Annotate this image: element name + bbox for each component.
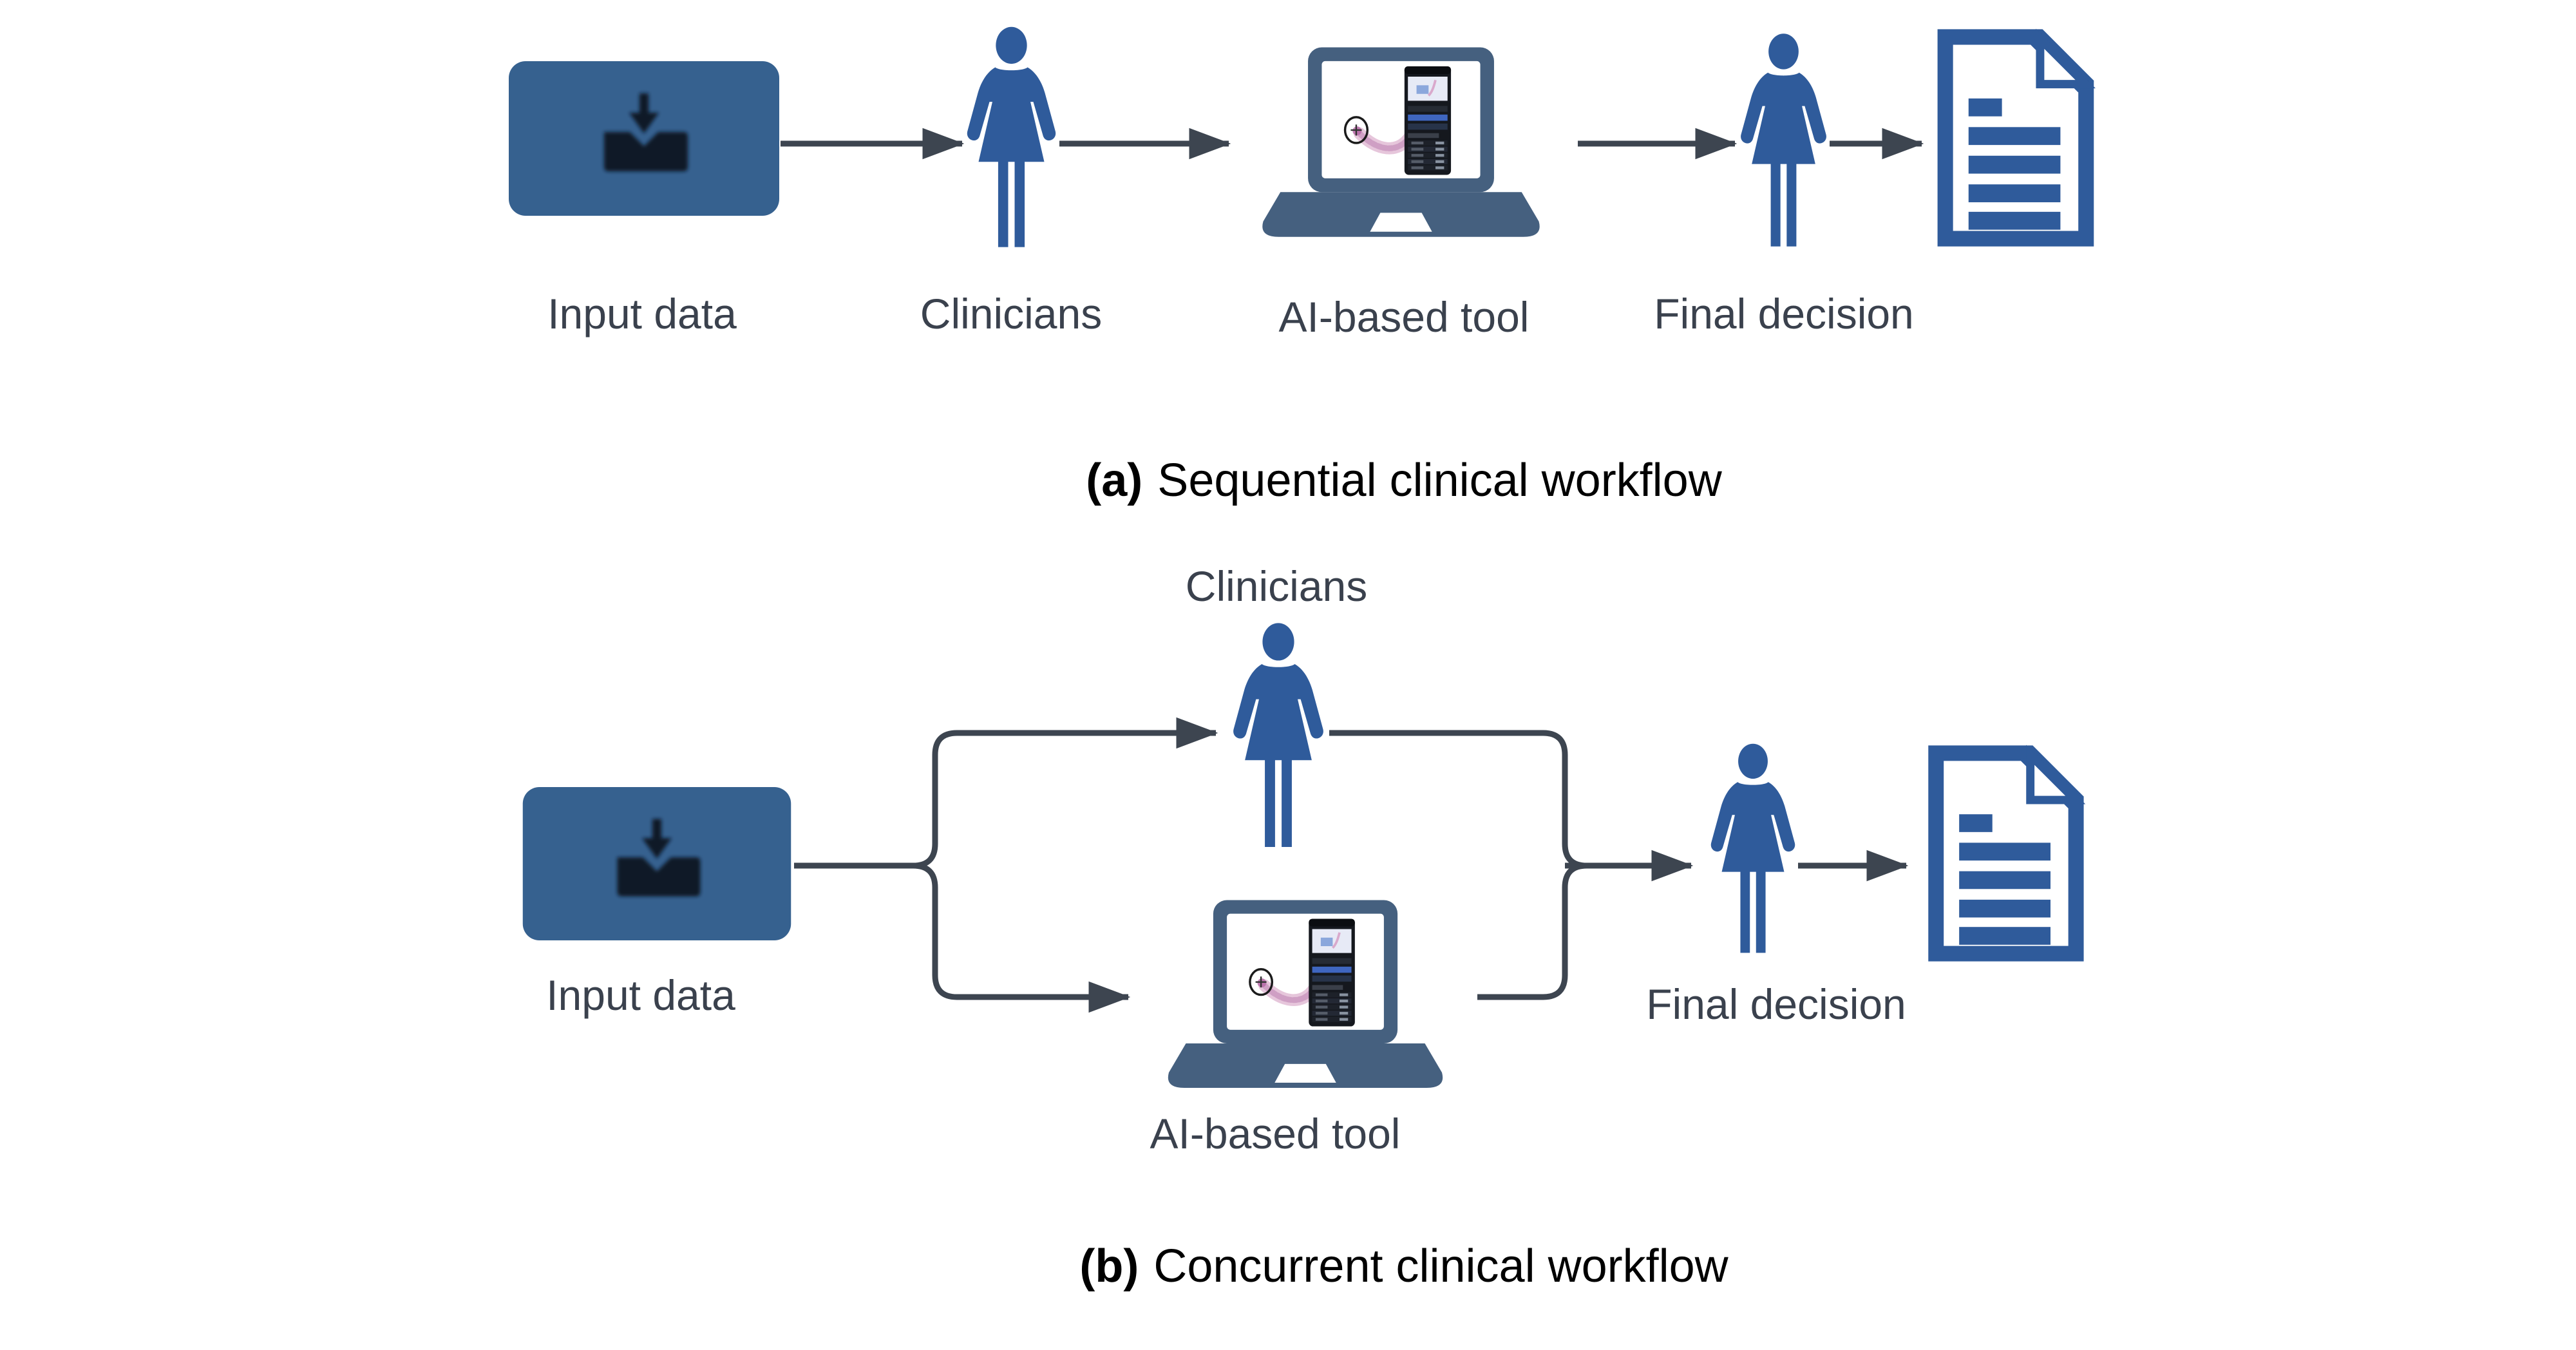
sequential-workflow-diagram <box>509 27 2094 247</box>
ai-tool-node-b <box>1168 900 1443 1088</box>
concurrent-workflow-diagram <box>523 623 2084 1088</box>
branch-input-to-clinicians-b <box>794 717 1218 869</box>
clinicians-node-b <box>1233 623 1323 847</box>
report-document-node-a <box>1938 29 2094 246</box>
clinicians-node-a <box>967 26 1056 247</box>
label-clinicians-a: Clinicians <box>920 290 1103 338</box>
caption-a-prefix: (a) <box>1086 455 1143 506</box>
label-input-data-a: Input data <box>547 290 737 338</box>
final-decision-node-b <box>1710 743 1795 953</box>
caption-b-text: Concurrent clinical workflow <box>1153 1241 1728 1292</box>
input-data-node-a <box>509 61 779 216</box>
report-document-node-b <box>1928 745 2083 961</box>
caption-a: (a) Sequential clinical workflow <box>1086 452 1721 509</box>
final-decision-node-a <box>1741 33 1826 247</box>
ai-tool-node-a <box>1262 48 1539 237</box>
label-ai-based-tool-a: AI-based tool <box>1278 293 1530 341</box>
label-final-decision-a: Final decision <box>1654 290 1914 338</box>
branch-input-to-aitool-b <box>794 862 1131 1013</box>
merge-clinicians-b <box>1329 730 1587 869</box>
caption-a-text: Sequential clinical workflow <box>1157 455 1722 506</box>
label-clinicians-b: Clinicians <box>1185 562 1368 610</box>
label-final-decision-b: Final decision <box>1646 980 1906 1028</box>
label-ai-based-tool-b: AI-based tool <box>1150 1110 1401 1157</box>
caption-b: (b) Concurrent clinical workflow <box>1079 1238 1728 1295</box>
input-data-node-b <box>523 787 791 940</box>
caption-b-prefix: (b) <box>1079 1241 1139 1292</box>
label-input-data-b: Input data <box>546 971 735 1019</box>
merge-aitool-b <box>1477 862 1587 1000</box>
